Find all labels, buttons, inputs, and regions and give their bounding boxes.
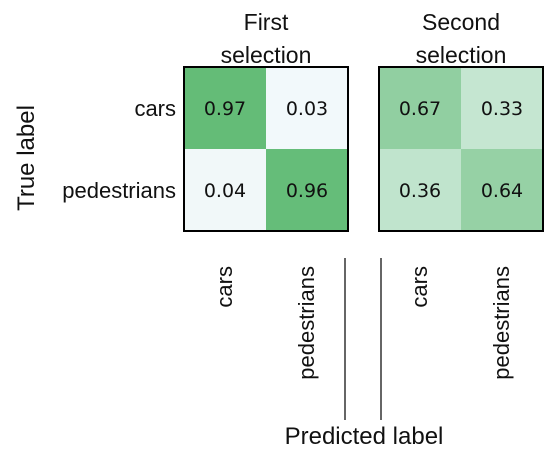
- panel-titles: First selection Second selection: [221, 9, 507, 68]
- column-labels: cars pedestrians cars pedestrians: [212, 266, 514, 380]
- cell-value-label: 0.04: [204, 180, 246, 202]
- cell-value-label: 0.97: [204, 98, 246, 120]
- column-label: pedestrians: [294, 266, 319, 380]
- heatmap-cell: [184, 67, 266, 149]
- column-dividers: [344, 258, 382, 420]
- matrix-panels: 0.97 0.03 0.04 0.96 0.67 0.33 0.36 0.64: [183, 66, 544, 232]
- panel-title-line: selection: [221, 42, 312, 68]
- cell-value-label: 0.67: [399, 98, 441, 120]
- column-label: cars: [407, 266, 432, 308]
- cell-value-label: 0.96: [286, 180, 328, 202]
- cell-value-label: 0.33: [481, 98, 523, 120]
- heatmap-panel-2: 0.67 0.33 0.36 0.64: [378, 66, 544, 232]
- row-label: pedestrians: [62, 178, 176, 203]
- column-label: cars: [212, 266, 237, 308]
- panel-title-2: Second selection: [416, 9, 507, 68]
- panel-border: [183, 66, 349, 232]
- cell-value-label: 0.03: [286, 98, 328, 120]
- cell-value-label: 0.36: [399, 180, 441, 202]
- heatmap-cell: [379, 67, 461, 149]
- heatmap-cell: [461, 67, 543, 149]
- panel-title-1: First selection: [221, 9, 312, 68]
- cell-value-label: 0.64: [481, 180, 523, 202]
- heatmap-cell: [379, 149, 461, 231]
- panel-title-line: selection: [416, 42, 507, 68]
- heatmap-cell: [461, 149, 543, 231]
- panel-border: [378, 66, 544, 232]
- row-label: cars: [134, 96, 176, 121]
- heatmap-cell: [266, 67, 348, 149]
- heatmap-cell: [184, 149, 266, 231]
- heatmap-cell: [266, 149, 348, 231]
- x-axis-title: Predicted label: [285, 423, 444, 450]
- column-label: pedestrians: [489, 266, 514, 380]
- panel-title-line: First: [244, 9, 289, 35]
- panel-title-line: Second: [422, 9, 500, 35]
- y-axis-title: True label: [13, 105, 40, 211]
- heatmap-panel-1: 0.97 0.03 0.04 0.96: [183, 66, 349, 232]
- row-labels: cars pedestrians: [62, 96, 176, 203]
